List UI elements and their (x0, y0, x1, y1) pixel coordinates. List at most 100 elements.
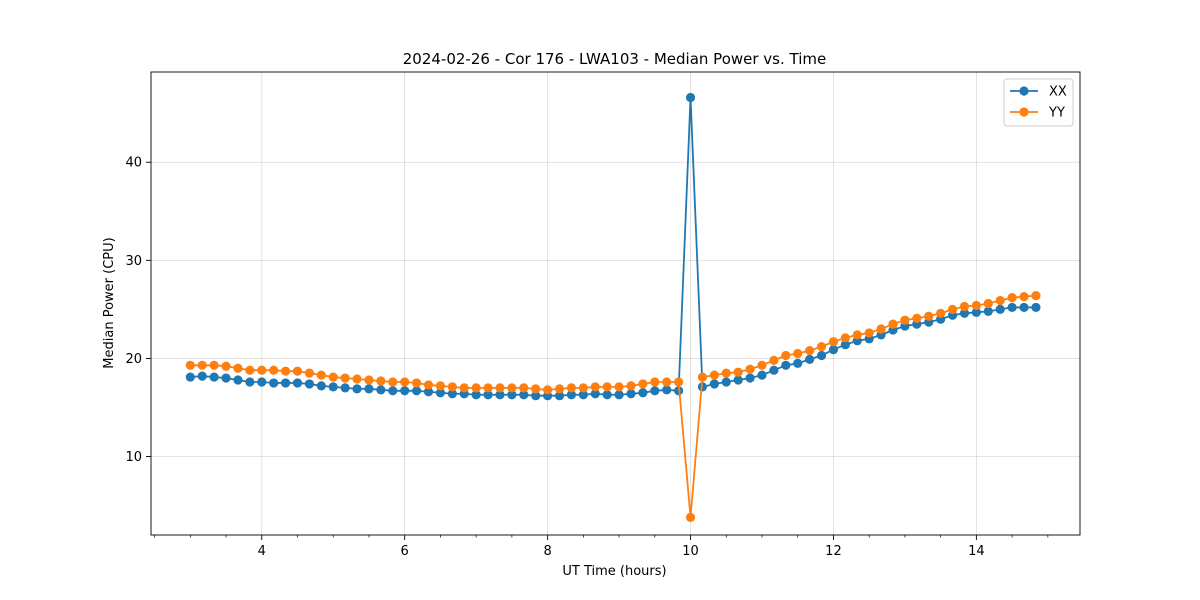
data-point-yy (983, 298, 993, 309)
data-point-xx (280, 378, 291, 388)
data-point-xx (685, 92, 696, 103)
axes-frame (150, 71, 1081, 536)
data-point-xx (245, 377, 255, 387)
data-point-xx (233, 375, 243, 385)
data-point-yy (471, 383, 481, 393)
data-point-yy (864, 328, 874, 338)
y-tick-label: 30 (125, 254, 142, 269)
data-point-yy (971, 300, 981, 311)
data-point-yy (685, 512, 696, 522)
data-point-yy (423, 380, 434, 390)
data-point-xx (388, 386, 398, 396)
data-point-xx (745, 373, 755, 383)
data-point-xx (471, 390, 481, 400)
data-point-xx (221, 373, 231, 383)
legend-marker-yy (1019, 107, 1029, 117)
data-point-xx (816, 350, 827, 361)
data-point-xx (376, 385, 386, 395)
data-point-yy (816, 342, 827, 352)
data-point-yy (662, 377, 672, 387)
data-point-yy (697, 372, 708, 382)
data-point-xx (602, 390, 612, 400)
data-point-yy (876, 324, 886, 334)
data-point-xx (400, 386, 410, 396)
data-point-yy (888, 319, 898, 329)
data-point-xx (531, 391, 541, 401)
x-axis-label: UT Time (hours) (562, 564, 666, 579)
data-point-xx (519, 390, 529, 400)
data-point-yy (995, 295, 1005, 306)
data-point-xx (614, 390, 624, 400)
data-point-yy (554, 384, 565, 394)
data-point-xx (209, 372, 219, 382)
data-point-xx (304, 379, 315, 389)
y-tick-label: 20 (125, 352, 142, 367)
data-point-yy (352, 374, 362, 384)
data-point-xx (709, 379, 719, 389)
data-point-xx (638, 388, 648, 398)
data-point-yy (793, 348, 803, 359)
data-point-yy (221, 361, 231, 371)
data-point-yy (269, 365, 279, 375)
data-point-yy (733, 367, 743, 377)
data-point-yy (924, 311, 934, 321)
plot-area: 4 6 8 10 12 14 10 20 30 40 XX YY (125, 71, 1081, 559)
y-axis-label: Median Power (CPU) (102, 237, 117, 368)
data-point-yy (650, 377, 660, 387)
data-point-yy (936, 308, 946, 318)
data-point-xx (971, 307, 981, 317)
data-point-yy (376, 376, 386, 386)
data-point-xx (352, 384, 362, 394)
data-point-yy (364, 375, 374, 385)
data-point-yy (400, 377, 410, 387)
data-point-xx (554, 391, 565, 401)
data-point-yy (828, 337, 839, 347)
data-point-yy (197, 360, 207, 370)
data-point-yy (519, 383, 529, 393)
data-point-xx (662, 385, 672, 395)
data-point-xx (1031, 302, 1041, 313)
data-point-xx (423, 387, 434, 397)
x-tick-label: 8 (543, 544, 551, 559)
data-point-yy (626, 381, 636, 391)
data-point-xx (733, 375, 743, 385)
data-point-yy (328, 372, 338, 382)
legend: XX YY (1003, 78, 1074, 127)
data-point-yy (316, 370, 326, 380)
data-point-yy (233, 363, 243, 373)
data-point-yy (769, 355, 779, 365)
data-point-xx (769, 365, 779, 375)
data-point-yy (292, 366, 303, 376)
x-tick-label: 12 (825, 544, 842, 559)
data-point-xx (995, 304, 1005, 314)
data-point-xx (257, 377, 267, 387)
data-point-xx (412, 386, 422, 396)
data-point-yy (209, 360, 219, 370)
data-point-yy (721, 368, 731, 378)
data-point-yy (709, 370, 719, 380)
legend-label-xx: XX (1049, 85, 1067, 100)
data-point-yy (757, 360, 767, 370)
data-point-xx (757, 370, 767, 380)
data-point-xx (197, 371, 207, 381)
data-point-xx (1019, 302, 1029, 313)
data-point-yy (614, 382, 624, 392)
data-point-yy (840, 333, 850, 343)
data-point-yy (947, 304, 958, 314)
data-point-yy (435, 381, 446, 391)
data-point-xx (793, 358, 803, 368)
data-point-yy (805, 345, 815, 356)
legend-marker-xx (1019, 86, 1029, 96)
data-point-yy (507, 383, 517, 393)
data-point-xx (185, 372, 195, 382)
x-tick-label: 6 (401, 544, 409, 559)
data-point-yy (638, 379, 648, 389)
data-point-yy (852, 330, 862, 340)
data-point-xx (507, 390, 517, 400)
data-point-xx (781, 360, 791, 370)
data-point-xx (721, 377, 731, 387)
data-point-yy (280, 366, 291, 376)
data-point-xx (805, 354, 815, 365)
x-tick-label: 4 (258, 544, 266, 559)
data-point-yy (495, 383, 505, 393)
